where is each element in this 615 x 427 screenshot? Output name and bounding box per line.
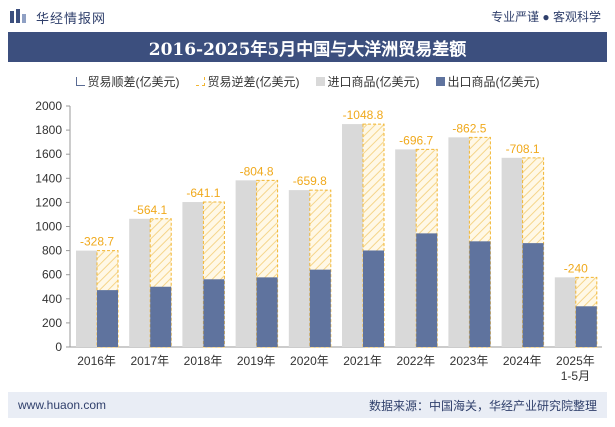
x-tick-label: 2025年	[556, 354, 595, 368]
x-tick-label: 2022年	[396, 354, 435, 368]
legend-item-import: 进口商品(亿美元)	[315, 72, 420, 90]
legend-label-deficit: 贸易逆差(亿美元)	[207, 74, 300, 89]
bar-export	[97, 290, 118, 347]
data-label-deficit: -804.8	[240, 164, 274, 178]
bar-export	[469, 241, 491, 347]
legend-item-deficit: 贸易逆差(亿美元)	[195, 72, 300, 90]
chart-legend: 贸易顺差(亿美元) 贸易逆差(亿美元) 进口商品(亿美元) 出口商品(亿美元)	[0, 72, 615, 90]
bar-export	[522, 243, 544, 347]
bar-import	[342, 124, 363, 347]
x-tick-label: 2018年	[184, 354, 223, 368]
x-tick-label: 2021年	[343, 354, 382, 368]
y-tick-label: 1200	[35, 195, 62, 209]
legend-label-import: 进口商品(亿美元)	[327, 74, 420, 89]
footer-bar: www.huaon.com 数据来源：中国海关，华经产业研究院整理	[8, 392, 607, 418]
y-tick-label: 2000	[35, 99, 62, 113]
x-tick-label: 2024年	[503, 354, 542, 368]
y-tick-label: 1800	[35, 123, 62, 137]
bar-import	[448, 137, 470, 347]
chart-plot: 0 200 400 600 800 1000 1200 1400 1600 1800 2000 -3…	[35, 99, 602, 383]
y-tick-label: 1000	[35, 220, 62, 234]
data-label-deficit: -328.7	[80, 235, 114, 249]
chart-title: 2016-2025年5月中国与大洋洲贸易差额	[148, 39, 467, 60]
data-label-deficit: -708.1	[506, 142, 540, 156]
bar-export	[150, 286, 172, 347]
y-tick-label: 1400	[35, 171, 62, 185]
x-tick-label: 1-5月	[561, 369, 590, 383]
bar-export	[575, 306, 597, 347]
bar-export	[256, 277, 278, 347]
bar-import	[501, 157, 523, 347]
legend-item-surplus: 贸易顺差(亿美元)	[75, 72, 180, 90]
brand-name: 华经情报网	[36, 11, 107, 26]
legend-item-export: 出口商品(亿美元)	[435, 72, 540, 90]
bar-export	[363, 250, 384, 347]
legend-swatch-deficit	[195, 76, 205, 86]
y-tick-label: 400	[42, 292, 62, 306]
bar-import	[395, 149, 417, 347]
data-label-deficit: -564.1	[133, 203, 167, 217]
footer-url[interactable]: www.huaon.com	[18, 398, 107, 412]
legend-swatch-import	[315, 76, 325, 86]
x-tick-label: 2020年	[290, 354, 329, 368]
y-tick-label: 200	[42, 316, 62, 330]
y-tick-label: 800	[42, 244, 62, 258]
bar-import	[288, 190, 310, 347]
bar-import	[554, 277, 576, 347]
legend-swatch-surplus	[75, 76, 85, 86]
bar-export	[309, 269, 331, 347]
header-bar: 华经情报网 专业严谨 ● 客观科学	[0, 0, 615, 32]
logo-icon	[10, 9, 26, 23]
x-tick-label: 2023年	[450, 354, 489, 368]
bar-import	[76, 250, 97, 347]
data-label-deficit: -862.5	[452, 121, 486, 135]
data-label-deficit: -240	[564, 261, 588, 275]
x-tick-label: 2016年	[77, 354, 116, 368]
bar-export	[416, 233, 438, 347]
data-label-deficit: -1048.8	[343, 108, 384, 122]
data-label-deficit: -641.1	[186, 186, 220, 200]
title-bar: 2016-2025年5月中国与大洋洲贸易差额	[8, 32, 607, 62]
x-tick-label: 2017年	[130, 354, 169, 368]
bar-export	[203, 279, 225, 347]
y-tick-label: 0	[55, 340, 62, 354]
bar-import	[235, 180, 257, 347]
footer-source: 数据来源：中国海关，华经产业研究院整理	[368, 398, 597, 413]
data-label-deficit: -659.8	[293, 174, 327, 188]
y-tick-label: 600	[42, 268, 62, 282]
y-tick-label: 1600	[35, 147, 62, 161]
data-label-deficit: -696.7	[399, 133, 433, 147]
tagline: 专业严谨 ● 客观科学	[491, 10, 601, 24]
x-tick-label: 2019年	[237, 354, 276, 368]
legend-label-surplus: 贸易顺差(亿美元)	[87, 74, 180, 89]
legend-swatch-export	[435, 76, 445, 86]
bar-import	[129, 218, 151, 347]
legend-label-export: 出口商品(亿美元)	[447, 74, 540, 89]
bar-import	[182, 202, 204, 347]
